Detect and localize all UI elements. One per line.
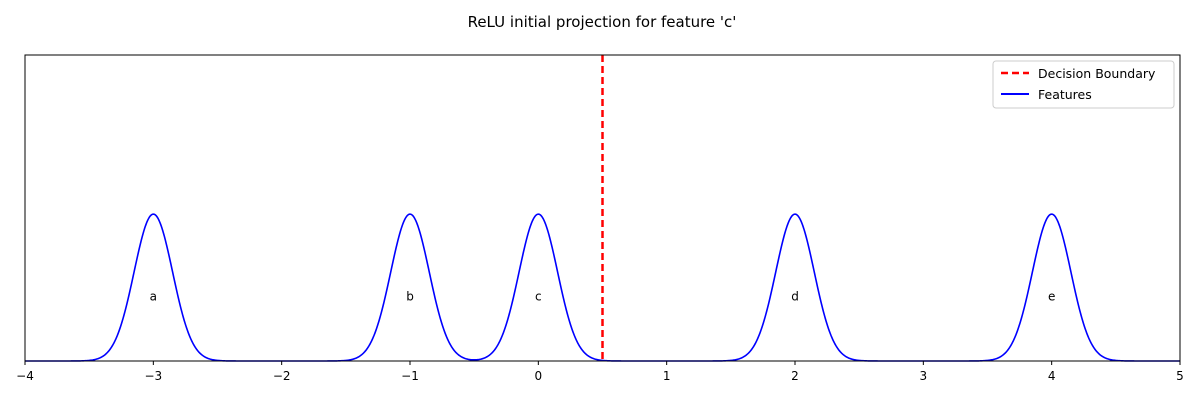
axes-frame [24,54,1181,362]
annotation-b: b [406,290,414,304]
legend-box [992,60,1175,109]
features-line [25,213,1180,362]
x-tick-label: −3 [144,369,162,383]
x-tick-label: 2 [791,369,799,383]
x-tick-label: −1 [401,369,419,383]
legend-label-features: Features [1038,87,1092,102]
plot-area: a b c d e [25,55,1180,362]
x-tick-label: 1 [663,369,671,383]
x-axis: −4 −3 −2 −1 0 1 2 3 4 5 [16,361,1184,383]
legend: Decision Boundary Features [992,60,1175,109]
annotation-e: e [1048,290,1055,304]
x-tick-label: −2 [273,369,291,383]
x-tick-label: −4 [16,369,34,383]
annotation-c: c [535,290,542,304]
x-tick-label: 5 [1176,369,1184,383]
x-tick-label: 4 [1048,369,1056,383]
chart-title: ReLU initial projection for feature 'c' [468,13,737,31]
x-tick-label: 0 [535,369,543,383]
annotation-d: d [791,290,799,304]
annotation-a: a [150,290,157,304]
legend-label-decision-boundary: Decision Boundary [1038,66,1156,81]
x-tick-label: 3 [920,369,928,383]
